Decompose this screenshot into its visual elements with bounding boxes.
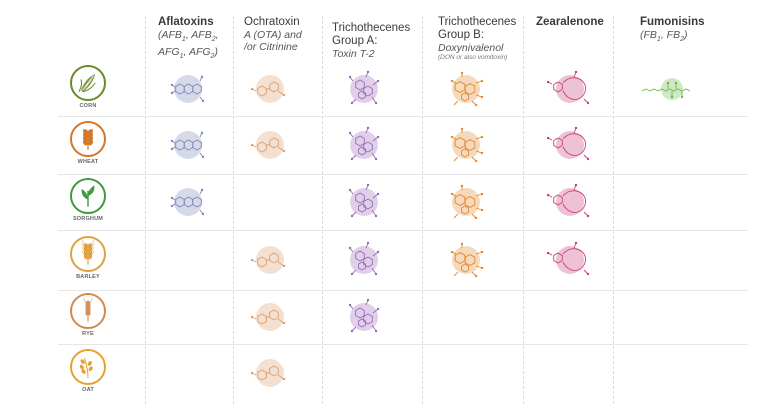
grain-label: CORN [79, 103, 97, 109]
col-header-ochratoxin: Ochratoxin A (OTA) and/or Citrinine [244, 16, 330, 53]
zearalenone-molecule-wheat [544, 123, 596, 167]
sorghum-icon [70, 178, 106, 214]
col-header-trichothecenes-b: Trichothecenes Group B: Doxynivalenol (D… [438, 16, 530, 62]
col-header-fumonisins: Fumonisins (FB1, FB2) [640, 16, 730, 46]
zearalenone-molecule-barley [544, 238, 596, 282]
grain-wheat: WHEAT [66, 121, 110, 165]
col-title: Trichothecenes Group B: [438, 16, 517, 41]
col-header-trichothecenes-a: Trichothecenes Group A: Toxin T-2 [332, 22, 418, 60]
trich_b-molecule-barley [440, 238, 492, 282]
barley-icon [70, 236, 106, 272]
col-title: Ochratoxin [244, 16, 300, 28]
grain-label: SORGHUM [72, 216, 104, 222]
ochratoxin-molecule-rye [244, 295, 296, 339]
col-header-zearalenone: Zearalenone [536, 16, 616, 29]
grain-rye: RYE [66, 293, 110, 337]
column-divider [233, 16, 234, 404]
grain-oat: OAT [66, 349, 110, 393]
grain-barley: BARLEY [66, 236, 110, 280]
trich_a-molecule-wheat [338, 123, 390, 167]
col-subtitle: Toxin T-2 [332, 48, 375, 60]
ochratoxin-molecule-barley [244, 238, 296, 282]
grain-label: OAT [82, 387, 94, 393]
trich_b-molecule-corn [440, 67, 492, 111]
wheat-icon [70, 121, 106, 157]
row-divider [58, 290, 748, 291]
fumonisins-molecule-corn [641, 67, 694, 111]
aflatoxins-molecule-wheat [162, 123, 214, 167]
column-divider [322, 16, 323, 404]
col-subtitle: Doxynivalenol [438, 42, 504, 54]
oat-icon [70, 349, 106, 385]
column-divider [523, 16, 524, 404]
grain-sorghum: SORGHUM [66, 178, 110, 222]
ochratoxin-molecule-corn [244, 67, 296, 111]
col-subtitle: (AFB1, AFB2, AFG1, AFG2) [158, 29, 219, 61]
row-divider [58, 116, 748, 117]
trich_a-molecule-sorghum [338, 180, 390, 224]
column-divider [422, 16, 423, 404]
col-note: (DON or also vomitoxin) [438, 54, 508, 61]
col-title: Fumonisins [640, 16, 705, 28]
trich_a-molecule-corn [338, 67, 390, 111]
trich_a-molecule-rye [338, 295, 390, 339]
trich_b-molecule-wheat [440, 123, 492, 167]
grain-corn: CORN [66, 65, 110, 109]
trich_b-molecule-sorghum [440, 180, 492, 224]
zearalenone-molecule-corn [544, 67, 596, 111]
column-divider [613, 16, 614, 404]
rye-icon [70, 293, 106, 329]
col-title: Trichothecenes Group A: [332, 22, 411, 47]
col-subtitle: A (OTA) and/or Citrinine [244, 29, 302, 53]
ochratoxin-molecule-wheat [244, 123, 296, 167]
col-header-aflatoxins: Aflatoxins (AFB1, AFB2, AFG1, AFG2) [158, 16, 238, 63]
trich_a-molecule-barley [338, 238, 390, 282]
row-divider [58, 230, 748, 231]
column-divider [145, 16, 146, 404]
grain-label: RYE [82, 331, 94, 337]
row-divider [58, 174, 748, 175]
aflatoxins-molecule-corn [162, 67, 214, 111]
corn-icon [70, 65, 106, 101]
col-title: Zearalenone [536, 16, 604, 28]
ochratoxin-molecule-oat [244, 351, 296, 395]
grain-label: BARLEY [76, 274, 100, 280]
col-title: Aflatoxins [158, 16, 214, 28]
col-subtitle: (FB1, FB2) [640, 29, 688, 44]
grain-label: WHEAT [77, 159, 99, 165]
aflatoxins-molecule-sorghum [162, 180, 214, 224]
zearalenone-molecule-sorghum [544, 180, 596, 224]
row-divider [58, 344, 748, 345]
